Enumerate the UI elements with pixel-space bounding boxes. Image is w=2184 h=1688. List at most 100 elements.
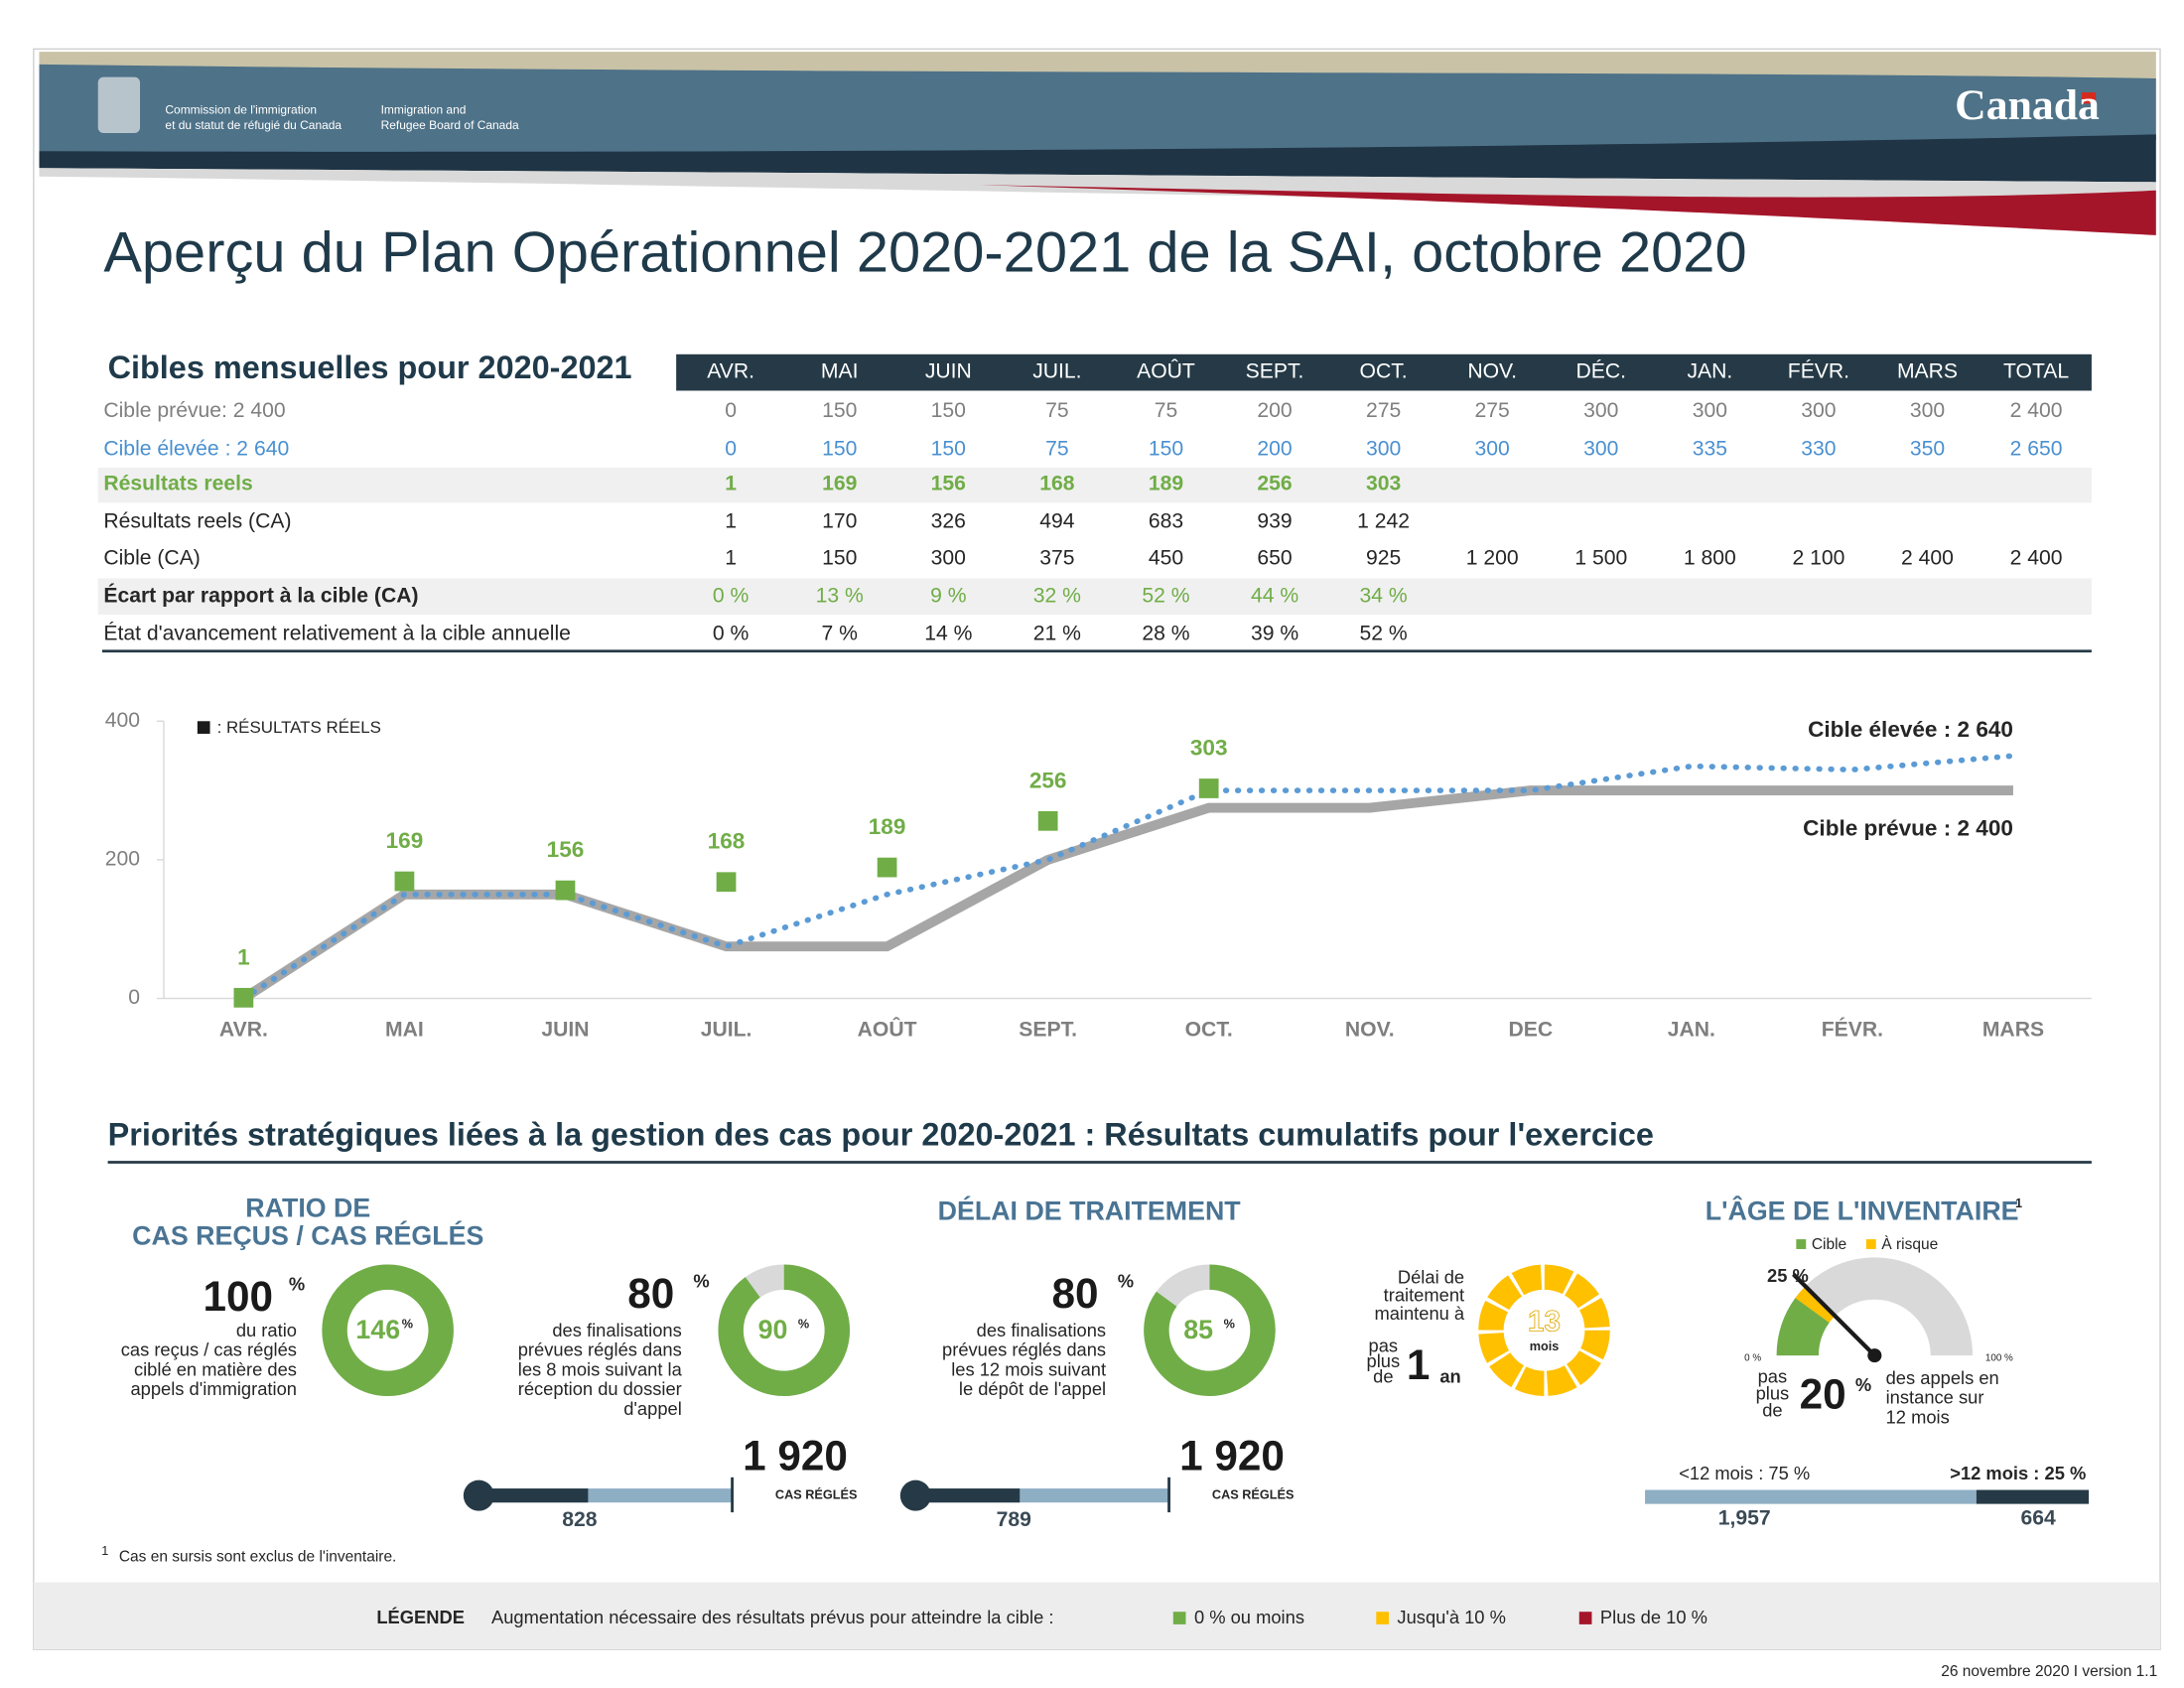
- description: plus: [1367, 1350, 1401, 1371]
- table-header: [676, 353, 2092, 391]
- legend-item: 0 % ou moins: [1194, 1607, 1304, 1627]
- column-header: OCT.: [1360, 360, 1408, 383]
- donut-unit: %: [798, 1317, 809, 1331]
- x-tick-label: MARS: [1982, 1019, 2044, 1042]
- description: CAS REÇUS / CAS RÉGLÉS: [132, 1220, 483, 1251]
- table-cell: 39 %: [1251, 622, 1298, 644]
- table-cell: 300: [1475, 437, 1510, 460]
- description: prévues réglés dans: [518, 1339, 682, 1360]
- gauge-band: [1795, 1286, 1836, 1323]
- donut-value: [718, 1264, 851, 1397]
- target-unit: %: [693, 1271, 709, 1292]
- table-cell: 150: [822, 399, 857, 422]
- table-cell: 925: [1366, 546, 1401, 569]
- y-tick-label: 400: [105, 709, 140, 732]
- table-cell: 32 %: [1033, 584, 1081, 607]
- table-cell: 14 %: [924, 622, 972, 644]
- table-cell: 28 %: [1142, 622, 1189, 644]
- table-cell: 2 100: [1792, 546, 1844, 569]
- target: 20: [1800, 1371, 1846, 1418]
- org-fr: Commission de l'immigration: [165, 103, 317, 117]
- donut-label: 90: [758, 1315, 788, 1344]
- progress-value: [478, 1488, 589, 1503]
- table-cell: 1 200: [1466, 546, 1519, 569]
- footnote-ref: 1: [101, 1544, 108, 1558]
- data-label: 169: [386, 828, 424, 853]
- table-cell: 326: [931, 510, 966, 533]
- table-cell: 9 %: [930, 584, 967, 607]
- table-cell: 200: [1257, 399, 1292, 422]
- duration-value: 1: [1407, 1341, 1431, 1388]
- legend-swatch: [197, 721, 210, 734]
- x-tick-label: DEC: [1508, 1019, 1553, 1042]
- column-header: FÉVR.: [1788, 358, 1849, 383]
- legend-swatch: [1376, 1612, 1389, 1624]
- x-tick-label: AVR.: [219, 1019, 268, 1042]
- table-cell: 1: [725, 546, 737, 569]
- series-line: [240, 785, 2013, 1003]
- table-cell: 150: [931, 399, 966, 422]
- table-cell: 150: [931, 437, 966, 460]
- column-header: AVR.: [707, 360, 754, 383]
- table-title: Cibles mensuelles pour 2020-2021: [108, 350, 632, 385]
- row-label: Cible prévue: 2 400: [103, 399, 285, 422]
- x-tick-label: SEPT.: [1019, 1019, 1077, 1042]
- coat-of-arms: [97, 76, 141, 133]
- split-value: 1,957: [1718, 1507, 1771, 1530]
- table-cell: 350: [1910, 437, 1945, 460]
- column-header: JUIN: [925, 360, 972, 383]
- table-cell: 150: [822, 546, 857, 569]
- table-cell: 170: [822, 510, 857, 533]
- description: maintenu à: [1374, 1303, 1464, 1324]
- x-tick-label: JUIN: [541, 1019, 589, 1042]
- row-label: État d'avancement relativement à la cibl…: [103, 620, 571, 644]
- description: appels d'immigration: [130, 1378, 297, 1399]
- gauge-label: 25 %: [1767, 1265, 1809, 1286]
- gauge-hub: [1867, 1348, 1882, 1363]
- donut-unit: %: [402, 1317, 413, 1331]
- description: de: [1373, 1366, 1393, 1387]
- column-header: TOTAL: [2003, 360, 2069, 383]
- result-marker: [716, 872, 737, 893]
- x-tick-label: FÉVR.: [1822, 1017, 1883, 1042]
- x-tick-label: NOV.: [1345, 1019, 1395, 1042]
- target: 100: [203, 1273, 273, 1320]
- progress-knob: [899, 1479, 931, 1511]
- table-cell: 189: [1149, 473, 1183, 495]
- progress-value: [915, 1488, 1021, 1503]
- description: des appels en: [1886, 1367, 1999, 1388]
- table-cell: 300: [931, 546, 966, 569]
- legend-item: Plus de 10 %: [1600, 1607, 1707, 1627]
- x-tick-label: JUIL.: [701, 1019, 752, 1042]
- result-marker: [233, 987, 254, 1008]
- banner-red: [980, 185, 2156, 235]
- target-unit: %: [289, 1273, 305, 1294]
- series-label: Cible élevée : 2 640: [1808, 717, 2013, 742]
- y-tick-label: 0: [128, 986, 140, 1009]
- column-header: NOV.: [1467, 360, 1517, 383]
- description: des finalisations: [552, 1320, 681, 1340]
- table-cell: 300: [1583, 437, 1618, 460]
- x-tick-label: MAI: [385, 1019, 424, 1042]
- org-en: Refugee Board of Canada: [381, 118, 519, 132]
- legend-label: : RÉSULTATS RÉELS: [217, 718, 381, 737]
- legend-swatch: [1578, 1612, 1592, 1624]
- finalized-label: 828: [562, 1508, 598, 1531]
- donut-value: [1144, 1264, 1276, 1396]
- description: ciblé en matière des: [134, 1358, 297, 1379]
- data-label: 303: [1190, 735, 1228, 760]
- table-cell: 13 %: [816, 584, 864, 607]
- x-tick-label: JAN.: [1668, 1019, 1715, 1042]
- table-cell: 1: [725, 473, 737, 495]
- legend-item: Jusqu'à 10 %: [1397, 1607, 1505, 1627]
- column-header: AOÛT: [1137, 358, 1195, 383]
- footnote: Cas en sursis sont exclus de l'inventair…: [119, 1548, 397, 1565]
- duration-ring: [1478, 1264, 1610, 1397]
- footer: 26 novembre 2020 I version 1.1: [1941, 1663, 2157, 1680]
- table-cell: 0: [725, 437, 737, 460]
- legend-bar: [33, 1582, 2161, 1650]
- description: des finalisations: [977, 1320, 1106, 1340]
- row-label: Écart par rapport à la cible (CA): [103, 582, 418, 607]
- page-title: Aperçu du Plan Opérationnel 2020-2021 de…: [103, 220, 1746, 284]
